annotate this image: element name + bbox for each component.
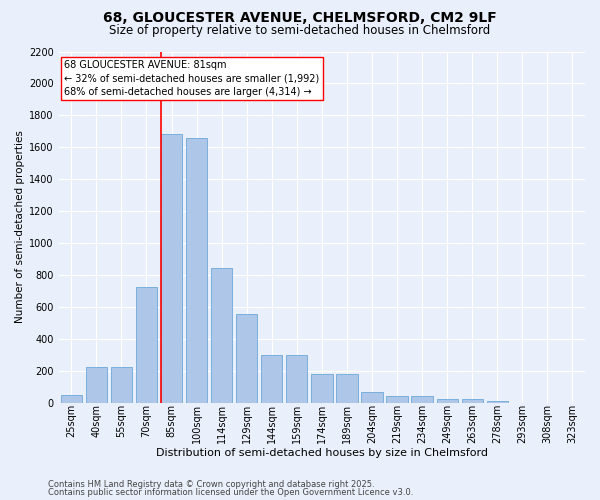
Bar — [386, 396, 408, 402]
Bar — [211, 268, 232, 402]
Bar — [412, 396, 433, 402]
Text: Contains public sector information licensed under the Open Government Licence v3: Contains public sector information licen… — [48, 488, 413, 497]
Bar — [111, 366, 132, 402]
Text: Contains HM Land Registry data © Crown copyright and database right 2025.: Contains HM Land Registry data © Crown c… — [48, 480, 374, 489]
Y-axis label: Number of semi-detached properties: Number of semi-detached properties — [15, 130, 25, 324]
Bar — [86, 366, 107, 402]
Bar — [311, 374, 332, 402]
Text: Size of property relative to semi-detached houses in Chelmsford: Size of property relative to semi-detach… — [109, 24, 491, 37]
Bar — [361, 392, 383, 402]
Bar — [437, 398, 458, 402]
Bar — [487, 401, 508, 402]
Bar — [286, 354, 307, 403]
Bar — [161, 134, 182, 402]
Bar — [236, 314, 257, 402]
Bar — [336, 374, 358, 402]
Text: 68, GLOUCESTER AVENUE, CHELMSFORD, CM2 9LF: 68, GLOUCESTER AVENUE, CHELMSFORD, CM2 9… — [103, 11, 497, 25]
Bar — [61, 394, 82, 402]
Bar — [186, 138, 207, 402]
X-axis label: Distribution of semi-detached houses by size in Chelmsford: Distribution of semi-detached houses by … — [156, 448, 488, 458]
Bar — [461, 398, 483, 402]
Text: 68 GLOUCESTER AVENUE: 81sqm
← 32% of semi-detached houses are smaller (1,992)
68: 68 GLOUCESTER AVENUE: 81sqm ← 32% of sem… — [64, 60, 319, 96]
Bar — [261, 354, 283, 403]
Bar — [136, 287, 157, 403]
